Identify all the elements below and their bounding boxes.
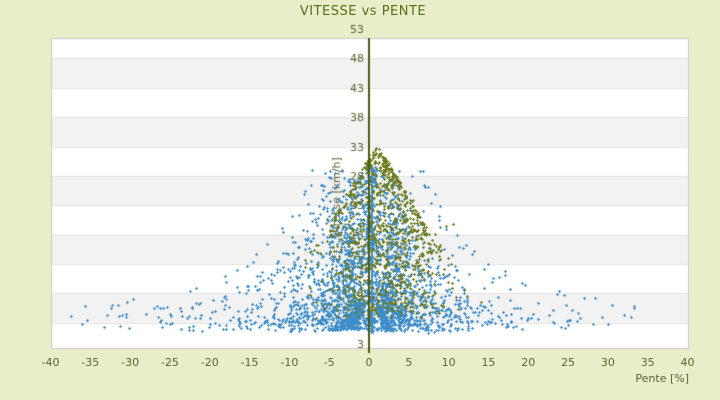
x-tick-label: -20 <box>200 356 219 369</box>
x-tick-label: -15 <box>240 356 259 369</box>
x-axis-title: Pente [%] <box>635 372 689 385</box>
chart-title: VITESSE vs PENTE <box>299 4 427 19</box>
x-tick-label: 10 <box>441 356 456 369</box>
x-tick-label: -35 <box>81 356 100 369</box>
x-tick-label: -30 <box>121 356 140 369</box>
x-tick-label: 30 <box>600 356 615 369</box>
x-tick-label: 20 <box>521 356 536 369</box>
x-tick-label: 15 <box>481 356 496 369</box>
x-tick-label: -10 <box>280 356 299 369</box>
x-tick-label: 25 <box>561 356 576 369</box>
x-tick-label: 5 <box>405 356 413 369</box>
x-tick-label: 35 <box>640 356 655 369</box>
x-tick-label: 0 <box>365 356 373 369</box>
x-tick-label: -25 <box>160 356 179 369</box>
x-tick-label: -5 <box>323 356 335 369</box>
x-tick-label: 40 <box>680 356 695 369</box>
x-tick-label: -40 <box>41 356 60 369</box>
